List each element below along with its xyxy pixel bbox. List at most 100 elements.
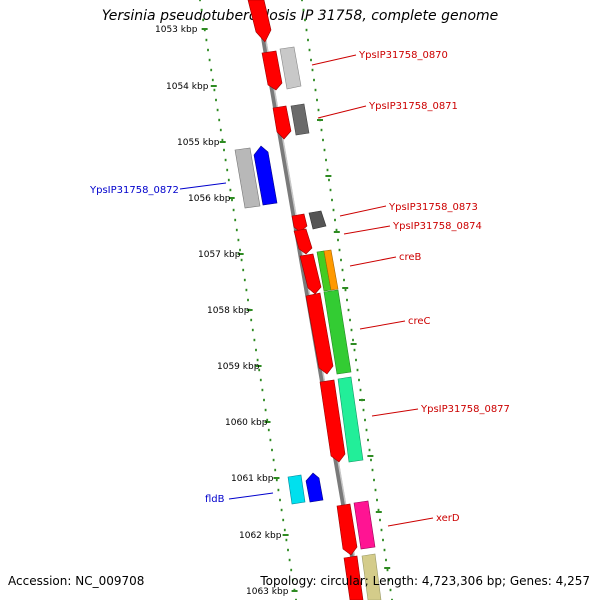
ruler-dot xyxy=(215,98,217,102)
ruler-dot xyxy=(205,38,208,42)
ruler-dot xyxy=(325,158,327,162)
ruler-dot xyxy=(322,138,324,142)
ruler-tick-label: 1062 kbp xyxy=(239,531,282,541)
gene-arrow[interactable] xyxy=(305,472,324,503)
ruler-dot xyxy=(304,18,306,22)
ruler-dot xyxy=(389,588,392,592)
ruler-dot xyxy=(218,118,221,122)
gene-features xyxy=(234,0,382,600)
ruler-dot xyxy=(229,188,232,192)
ruler-line xyxy=(199,0,298,600)
gene-label[interactable]: YpsIP31758_0871 xyxy=(368,101,458,112)
ruler-dot xyxy=(253,338,256,342)
gene-arrow[interactable] xyxy=(272,105,292,140)
ruler-dot xyxy=(340,258,342,262)
gene-label[interactable]: creB xyxy=(399,252,422,263)
gene-arrow[interactable] xyxy=(323,249,339,291)
ruler-line-right xyxy=(301,0,393,600)
gene-label[interactable]: YpsIP31758_0877 xyxy=(420,404,510,415)
ruler-dot xyxy=(365,428,368,432)
gene-arrow[interactable] xyxy=(343,555,364,600)
gene-label[interactable]: YpsIP31758_0874 xyxy=(392,221,482,232)
gene-arrow[interactable] xyxy=(336,503,358,556)
ruler-dot xyxy=(373,478,375,482)
gene-arrow[interactable] xyxy=(361,553,382,600)
ruler-tick-label: 1060 kbp xyxy=(225,418,268,428)
gene-arrow[interactable] xyxy=(253,145,278,206)
ruler-dot xyxy=(271,448,273,452)
gene-arrow[interactable] xyxy=(293,228,313,255)
gene-arrow[interactable] xyxy=(234,147,261,209)
gene-label[interactable]: YpsIP31758_0872 xyxy=(89,185,179,196)
ruler-dot xyxy=(337,238,339,242)
gene-arrow[interactable] xyxy=(291,213,308,233)
ruler-dot xyxy=(213,88,216,92)
gene-arrow[interactable] xyxy=(337,376,364,463)
ruler-dot xyxy=(343,278,345,282)
gene-label[interactable]: creC xyxy=(408,316,431,327)
ruler-dot xyxy=(301,0,303,2)
ruler-dot xyxy=(269,438,272,442)
ruler-tick-labels: 1053 kbp 1054 kbp 1055 kbp 1056 kbp 1057… xyxy=(155,25,289,597)
ruler-dot xyxy=(237,238,240,242)
gene-label[interactable]: xerD xyxy=(436,513,460,524)
ruler-dot xyxy=(239,248,241,252)
gene-arrow[interactable] xyxy=(279,46,302,90)
ruler-dot xyxy=(264,408,267,412)
ruler-dot xyxy=(317,108,320,112)
ruler-dot xyxy=(259,378,262,382)
ruler-tick-label: 1053 kbp xyxy=(155,25,198,35)
ruler-dot xyxy=(370,458,372,462)
ruler-dot xyxy=(295,598,297,600)
gene-arrow[interactable] xyxy=(353,500,376,550)
ruler-dot xyxy=(305,28,308,32)
ruler-tick-label: 1061 kbp xyxy=(231,474,274,484)
ruler-dot xyxy=(256,358,259,362)
gene-arrow[interactable] xyxy=(247,0,272,43)
ruler-dot xyxy=(255,348,257,352)
gene-label[interactable]: fldB xyxy=(205,494,225,505)
gene-arrow[interactable] xyxy=(308,210,327,230)
gene-arrow[interactable] xyxy=(299,253,322,295)
ruler-dot xyxy=(207,48,209,52)
ruler-dot xyxy=(328,178,330,182)
ruler-dot xyxy=(391,598,393,600)
ruler-dot xyxy=(377,508,380,512)
ruler-tick-label: 1063 kbp xyxy=(246,587,289,597)
gene-label[interactable]: YpsIP31758_0870 xyxy=(358,50,448,61)
ruler-dot xyxy=(386,568,389,572)
ruler-dot xyxy=(385,558,387,562)
ruler-tick-label: 1059 kbp xyxy=(217,362,260,372)
ruler-dot xyxy=(352,338,354,342)
ruler-dot xyxy=(226,168,229,172)
gene-arrow[interactable] xyxy=(323,289,352,375)
ruler-dot xyxy=(326,168,329,172)
accession-text: Accession: NC_009708 xyxy=(8,574,145,588)
ruler-dot xyxy=(277,488,280,492)
ruler-dot xyxy=(282,518,285,522)
ruler-dot xyxy=(383,548,386,552)
gene-arrow[interactable] xyxy=(287,474,306,505)
ruler-dot xyxy=(358,378,360,382)
ruler-dot xyxy=(275,478,278,482)
ruler-dot xyxy=(199,0,201,2)
gene-arrow[interactable] xyxy=(261,50,283,91)
ruler-dot xyxy=(211,78,214,82)
ruler-dot xyxy=(287,548,289,552)
ruler-dot xyxy=(331,198,333,202)
ruler-dot xyxy=(307,38,309,42)
ruler-dot xyxy=(266,418,269,422)
map-title: Yersinia pseudotuberculosis IP 31758, co… xyxy=(101,8,499,24)
gene-label[interactable]: YpsIP31758_0873 xyxy=(388,202,478,213)
ruler-dot xyxy=(350,328,353,332)
ruler-dot xyxy=(329,188,332,192)
ruler-dot xyxy=(376,498,378,502)
gene-arrow[interactable] xyxy=(290,103,310,136)
gene-arrow[interactable] xyxy=(319,379,346,463)
ruler-dot xyxy=(285,538,288,542)
ruler-dot xyxy=(219,128,222,132)
ruler-dot xyxy=(367,438,369,442)
ruler-dot xyxy=(261,388,264,392)
ruler-dot xyxy=(311,68,314,72)
gene-arrow[interactable] xyxy=(305,292,334,375)
